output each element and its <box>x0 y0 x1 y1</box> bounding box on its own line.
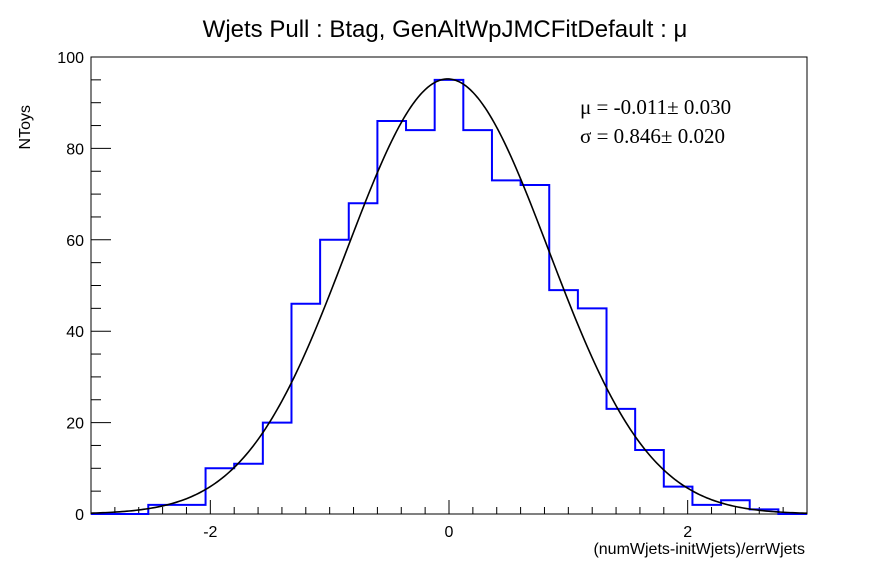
y-axis-ticks: 0 20 40 60 80 100 <box>57 50 111 524</box>
y-tick-label: 100 <box>57 50 84 67</box>
y-tick-label: 60 <box>66 233 84 250</box>
y-tick-label: 0 <box>75 507 84 524</box>
x-tick-label: 0 <box>445 524 454 541</box>
x-tick-label: -2 <box>203 524 217 541</box>
x-axis-ticks: -2 0 2 <box>90 500 808 541</box>
histogram-series <box>91 78 807 515</box>
fit-sigma-text: σ = 0.846± 0.020 <box>580 124 725 148</box>
x-tick-label: 2 <box>683 524 692 541</box>
x-axis-label: (numWjets-initWjets)/errWjets <box>593 541 805 558</box>
chart-title: Wjets Pull : Btag, GenAltWpJMCFitDefault… <box>203 16 688 43</box>
y-tick-label: 20 <box>66 416 84 433</box>
fit-mean-text: μ = -0.011± 0.030 <box>580 95 731 119</box>
y-tick-label: 40 <box>66 324 84 341</box>
gaussian-fit-curve <box>90 78 808 515</box>
y-axis-label: NToys <box>17 105 34 149</box>
y-tick-label: 80 <box>66 141 84 158</box>
